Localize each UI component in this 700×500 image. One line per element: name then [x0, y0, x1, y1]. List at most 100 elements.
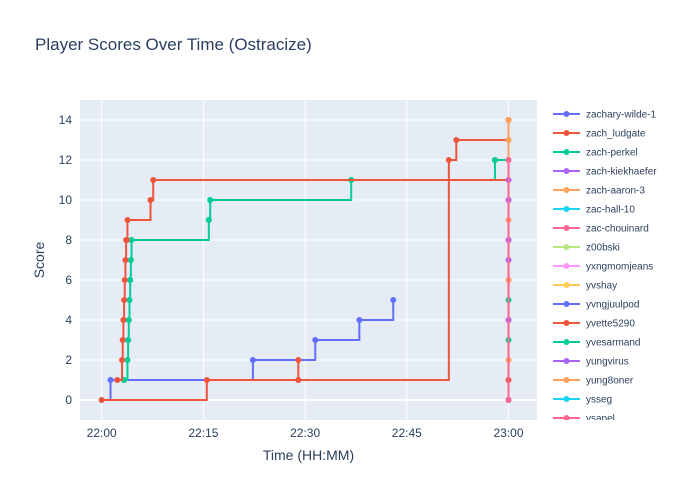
legend-item[interactable]: zach-kiekhaefer — [553, 167, 657, 178]
legend[interactable]: zachary-wilde-1 zach_ludgate zach-perkel za… — [553, 110, 657, 425]
legend-swatch-marker — [563, 339, 570, 345]
legend-item[interactable]: yvesarmand — [553, 338, 640, 349]
data-point — [445, 157, 452, 163]
legend-item[interactable]: yxngmomjeans — [553, 262, 653, 273]
legend-item[interactable]: yvette5290 — [553, 319, 635, 330]
legend-item[interactable]: yungvirus — [553, 357, 629, 368]
y-tick-label: 14 — [59, 113, 73, 127]
legend-item[interactable]: zach_ludgate — [553, 129, 646, 140]
legend-label: zachary-wilde-1 — [586, 110, 656, 121]
data-point — [123, 237, 130, 243]
data-point — [207, 197, 214, 203]
series-line — [101, 300, 395, 401]
legend-swatch-marker — [563, 244, 570, 250]
data-point — [295, 357, 302, 363]
y-tick-label: 6 — [65, 273, 72, 287]
data-point — [119, 337, 126, 343]
legend-item[interactable]: zachary-wilde-1 — [553, 110, 656, 121]
data-point — [114, 377, 121, 383]
data-point — [205, 217, 212, 223]
x-tick-label: 22:30 — [290, 426, 320, 440]
legend-label: yungvirus — [586, 357, 629, 368]
data-point — [126, 297, 133, 303]
legend-label: ysapel — [586, 414, 615, 425]
legend-item[interactable]: zac-chouinard — [553, 224, 649, 235]
legend-label: yvette5290 — [586, 319, 635, 330]
data-point — [203, 377, 210, 383]
data-point — [127, 277, 134, 283]
legend-item[interactable]: zach-perkel — [553, 148, 638, 159]
data-point — [505, 137, 512, 143]
x-tick-label: 22:15 — [188, 426, 218, 440]
legend-label: yung8oner — [586, 376, 634, 387]
legend-swatch-marker — [563, 130, 570, 136]
series-layer — [98, 117, 512, 403]
data-point — [125, 337, 132, 343]
data-point — [121, 297, 128, 303]
series-line — [101, 120, 510, 401]
legend-swatch-marker — [563, 263, 570, 269]
legend-item[interactable]: zac-hall-10 — [553, 205, 635, 216]
legend-swatch-marker — [563, 168, 570, 174]
data-point — [125, 317, 132, 323]
x-tick-label: 23:00 — [494, 426, 524, 440]
y-axis-title: Score — [31, 242, 47, 279]
legend-label: yxngmomjeans — [586, 262, 653, 273]
legend-swatch-marker — [563, 396, 570, 402]
legend-label: zach-kiekhaefer — [586, 167, 657, 178]
data-point — [356, 317, 363, 323]
data-point — [491, 157, 498, 163]
chart-title: Player Scores Over Time (Ostracize) — [35, 35, 312, 54]
legend-item[interactable]: yvshay — [553, 281, 617, 292]
legend-label: z00bski — [586, 243, 620, 254]
y-tick-label: 0 — [65, 393, 72, 407]
data-point — [107, 377, 114, 383]
data-point — [453, 137, 460, 143]
legend-item[interactable]: yvngjuulpod — [553, 300, 639, 311]
data-point — [312, 337, 319, 343]
legend-label: zach-perkel — [586, 148, 638, 159]
legend-item[interactable]: ysseg — [553, 395, 612, 406]
data-point — [121, 277, 128, 283]
data-point — [505, 117, 512, 123]
legend-item[interactable]: yung8oner — [553, 376, 634, 387]
series-yvette5290 — [114, 177, 512, 383]
legend-item[interactable]: z00bski — [553, 243, 620, 254]
legend-swatch-marker — [563, 187, 570, 193]
series-ysapel — [505, 157, 512, 403]
legend-label: zac-chouinard — [586, 224, 649, 235]
data-point — [124, 357, 131, 363]
legend-swatch-marker — [563, 282, 570, 288]
y-tick-label: 12 — [59, 153, 73, 167]
legend-label: zac-hall-10 — [586, 205, 635, 216]
plot-area — [80, 100, 537, 420]
legend-swatch-marker — [563, 225, 570, 231]
legend-label: zach-aaron-3 — [586, 186, 645, 197]
y-tick-label: 10 — [59, 193, 73, 207]
data-point — [119, 357, 126, 363]
x-axis-title: Time (HH:MM) — [263, 447, 354, 463]
data-point — [390, 297, 397, 303]
data-point — [128, 237, 135, 243]
legend-item[interactable]: ysapel — [553, 414, 615, 425]
legend-swatch-marker — [563, 415, 570, 420]
data-point — [98, 397, 105, 403]
x-tick-label: 22:45 — [392, 426, 422, 440]
y-tick-label: 8 — [65, 233, 72, 247]
data-point — [505, 157, 512, 163]
data-point — [122, 257, 129, 263]
legend-swatch-marker — [563, 358, 570, 364]
legend-label: zach_ludgate — [586, 129, 646, 140]
legend-swatch-marker — [563, 111, 570, 117]
legend-label: ysseg — [586, 395, 612, 406]
legend-label: yvshay — [586, 281, 617, 292]
data-point — [120, 317, 127, 323]
legend-label: yvesarmand — [586, 338, 640, 349]
legend-swatch-marker — [563, 206, 570, 212]
x-tick-label: 22:00 — [87, 426, 117, 440]
data-point — [127, 257, 134, 263]
data-point — [295, 377, 302, 383]
legend-item[interactable]: zach-aaron-3 — [553, 186, 645, 197]
axis-ticks: 0 2 4 6 8 10 12 14 22:00 22:15 22:30 22:45 23:00 — [59, 113, 524, 440]
y-tick-label: 2 — [65, 353, 72, 367]
